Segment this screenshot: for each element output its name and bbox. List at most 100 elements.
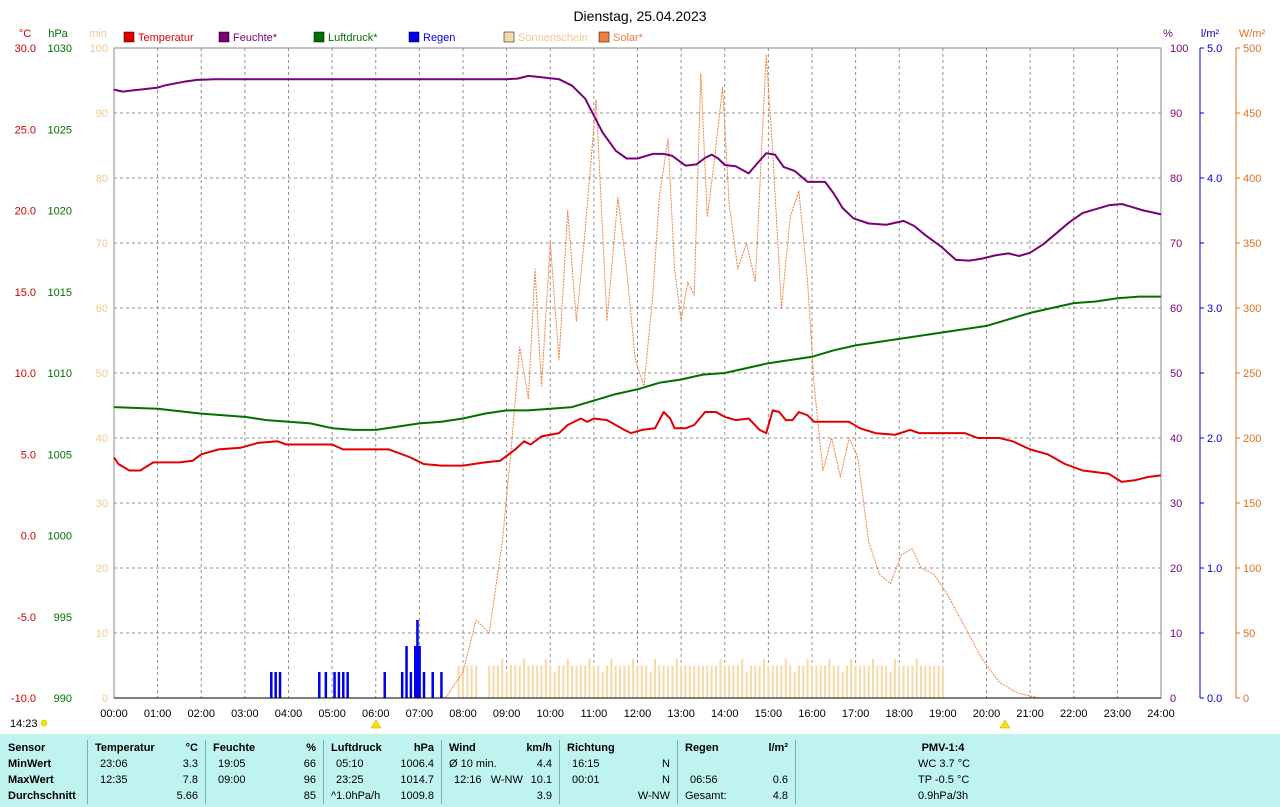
rain-bar xyxy=(337,672,341,698)
time-tick-label: 06:00 xyxy=(362,708,390,720)
time-tick-label: 23:00 xyxy=(1104,708,1132,720)
sunshine-bar xyxy=(540,665,543,698)
sunshine-bar xyxy=(710,665,713,698)
time-tick-label: 12:00 xyxy=(624,708,652,720)
sunshine-bar xyxy=(671,665,674,698)
sunshine-bar xyxy=(771,665,774,698)
right-axes: 10090807060504030201005.04.03.02.01.00.0… xyxy=(1170,43,1261,705)
legend-label-solar: Solar* xyxy=(613,32,644,44)
rain-bar xyxy=(274,672,277,698)
footer-temp-max-value: 7.8 xyxy=(182,774,198,786)
legend-label-sunshine: Sonnenschein xyxy=(518,32,588,44)
sunshine-bars xyxy=(457,659,944,698)
pressure-tick-label: 1020 xyxy=(48,206,72,218)
legend-label-humidity: Feuchte* xyxy=(233,32,278,44)
rain-bar xyxy=(414,646,417,698)
footer-humidity-max-time: 09:00 xyxy=(218,774,246,786)
sunshine-bar xyxy=(588,659,591,698)
solar-tick-label: 400 xyxy=(1243,173,1261,185)
sunshine-bar xyxy=(902,665,905,698)
footer-wind-avg10-label: Ø 10 min. xyxy=(449,758,497,770)
footer-wind-avg-value: 3.9 xyxy=(536,790,552,802)
sunshine-bar xyxy=(736,665,739,698)
legend-swatch-pressure xyxy=(313,31,325,43)
solar-tick-label: 150 xyxy=(1243,498,1261,510)
time-tick-label: 21:00 xyxy=(1016,708,1044,720)
rain-tick-label: 0.0 xyxy=(1207,693,1222,705)
humidity-tick-label: 40 xyxy=(1170,433,1182,445)
time-tick-label: 10:00 xyxy=(536,708,564,720)
time-tick-label: 04:00 xyxy=(275,708,303,720)
sunshine-bar xyxy=(562,665,565,698)
sunshine-bar xyxy=(867,665,870,698)
sunshine-bar xyxy=(850,659,853,698)
rain-tick-label: 5.0 xyxy=(1207,43,1222,55)
footer-wind-unit: km/h xyxy=(526,742,552,754)
statistics-footer: Sensor MinWert MaxWert Durchschnitt Temp… xyxy=(0,734,1280,807)
sunshine-bar xyxy=(885,665,888,698)
sunshine-bar xyxy=(741,659,744,698)
solar-tick-label: 0 xyxy=(1243,693,1249,705)
footer-pressure-min-value: 1006.4 xyxy=(400,758,434,770)
left-axes: 30.025.020.015.010.05.00.0-5.0-10.010301… xyxy=(11,43,108,705)
sunshine-bar xyxy=(911,665,914,698)
footer-wind-max-value: 10.1 xyxy=(530,774,552,786)
footer-pressure-max-value: 1014.7 xyxy=(400,774,434,786)
sunshine-bar xyxy=(915,659,918,698)
pressure-tick-label: 995 xyxy=(54,612,72,624)
pressure-tick-label: 1015 xyxy=(48,287,72,299)
rain-bar xyxy=(278,672,282,698)
footer-rain-max-time: 06:56 xyxy=(690,774,718,786)
x-axis-ticks: 00:00 01:00 02:00 03:00 04:00 05:00 06:00 07:00… xyxy=(100,708,1175,720)
minutes-tick-label: 90 xyxy=(96,108,108,120)
humidity-line xyxy=(113,74,1162,262)
solar-tick-label: 300 xyxy=(1243,303,1261,315)
sunshine-bar xyxy=(776,665,779,698)
time-tick-label: 07:00 xyxy=(406,708,434,720)
rain-bar xyxy=(270,672,273,698)
sunshine-bar xyxy=(763,659,766,698)
footer-separator xyxy=(559,740,560,804)
sunshine-bar xyxy=(557,665,560,698)
sunshine-bar xyxy=(697,665,700,698)
humidity-tick-label: 80 xyxy=(1170,173,1182,185)
unit-pct: % xyxy=(1163,28,1173,40)
sunshine-bar xyxy=(531,665,534,698)
sunshine-bar xyxy=(575,665,578,698)
footer-separator xyxy=(323,740,324,804)
sunshine-bar xyxy=(893,659,896,698)
footer-direction-avg-value: W-NW xyxy=(637,790,670,802)
footer-rain-header: Regen xyxy=(685,742,719,754)
footer-temp-min-value: 3.3 xyxy=(182,758,198,770)
sunshine-bar xyxy=(597,665,600,698)
rain-tick-label: 3.0 xyxy=(1207,303,1222,315)
time-tick-label: 20:00 xyxy=(973,708,1001,720)
rain-bar xyxy=(409,672,413,698)
sunshine-bar xyxy=(636,665,639,698)
legend-item-temperature: Temperatur xyxy=(123,31,194,44)
minutes-tick-label: 0 xyxy=(102,693,108,705)
pressure-tick-label: 1010 xyxy=(48,368,72,380)
time-tick-label: 09:00 xyxy=(493,708,521,720)
humidity-tick-label: 30 xyxy=(1170,498,1182,510)
sunshine-bar xyxy=(457,665,460,698)
footer-separator xyxy=(205,740,206,804)
sunshine-bar xyxy=(566,659,569,698)
sunshine-bar xyxy=(505,672,508,698)
sunshine-bar xyxy=(549,665,552,698)
pressure-tick-label: 1030 xyxy=(48,43,72,55)
sunshine-bar xyxy=(933,665,936,698)
sunshine-bar xyxy=(653,659,656,698)
footer-humidity-avg-value: 85 xyxy=(303,790,316,802)
sunshine-bar xyxy=(518,665,521,698)
solar-tick-label: 350 xyxy=(1243,238,1261,250)
pressure-tick-label: 990 xyxy=(54,693,72,705)
footer-humidity-min-value: 66 xyxy=(303,758,316,770)
sunshine-bar xyxy=(601,672,604,698)
sunshine-bar xyxy=(732,665,735,698)
footer-pressure-max-time: 23:25 xyxy=(336,774,364,786)
sunshine-bar xyxy=(509,665,512,698)
time-tick-label: 03:00 xyxy=(231,708,259,720)
rain-bar xyxy=(431,672,434,698)
sunshine-bar xyxy=(523,659,526,698)
